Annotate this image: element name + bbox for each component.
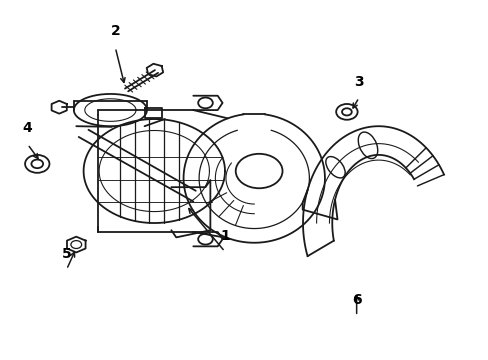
Text: 1: 1 (220, 229, 229, 243)
Text: 4: 4 (22, 121, 32, 135)
Text: 3: 3 (353, 75, 363, 89)
Text: 2: 2 (110, 24, 120, 39)
Text: 5: 5 (61, 247, 71, 261)
Text: 6: 6 (351, 293, 361, 307)
